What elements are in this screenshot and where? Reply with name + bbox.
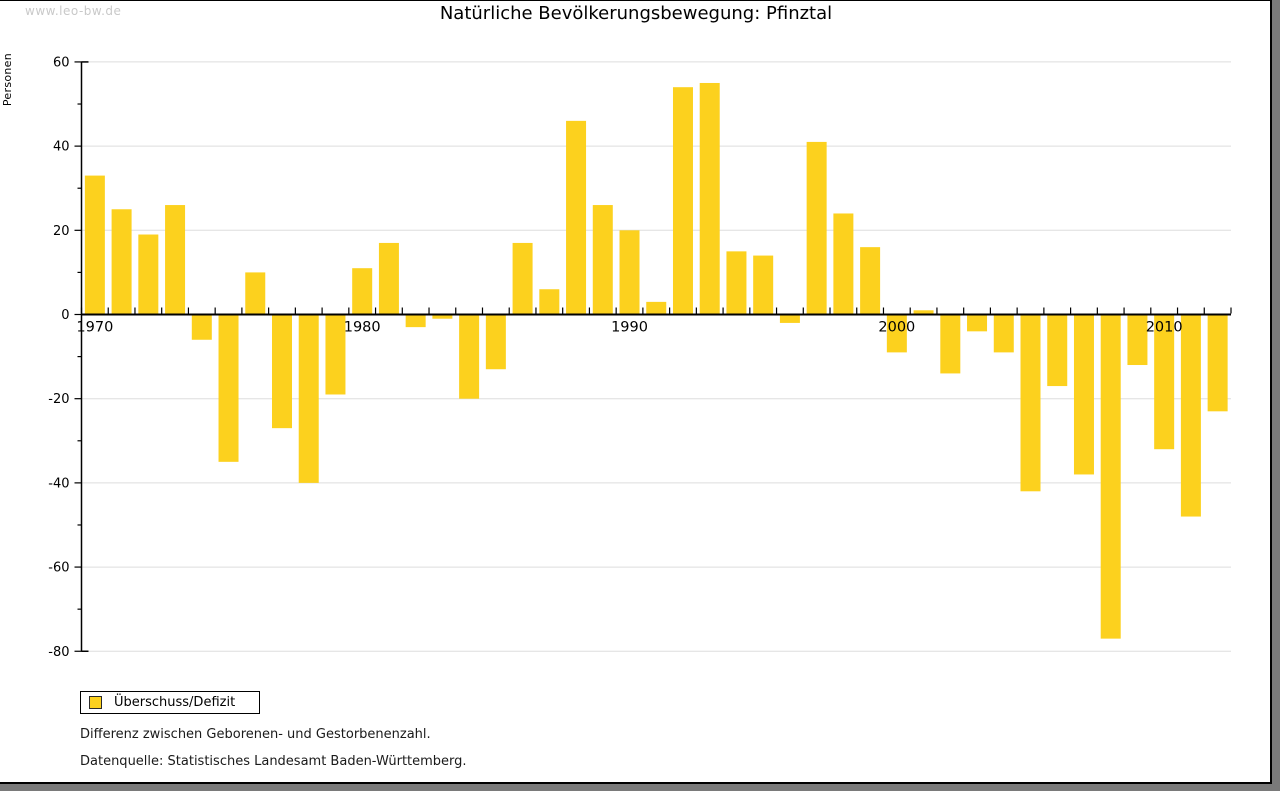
bar-1981 bbox=[378, 242, 399, 315]
bar-1975 bbox=[218, 314, 239, 462]
bar-1988 bbox=[566, 120, 587, 315]
bar-2009 bbox=[1127, 314, 1148, 366]
bar-1970 bbox=[84, 175, 105, 315]
y-tick-label-0: 0 bbox=[61, 308, 69, 323]
bar-1971 bbox=[111, 209, 132, 315]
bar-1997 bbox=[806, 141, 827, 315]
bar-2007 bbox=[1073, 314, 1094, 475]
legend-label: Überschuss/Defizit bbox=[114, 695, 236, 710]
bar-1973 bbox=[165, 205, 186, 315]
x-tick-label-1970: 1970 bbox=[76, 320, 113, 336]
bar-chart: 60 40 20 0 -20 -40 -60 -80 1970 1980 1990 2000 2010 bbox=[48, 55, 1232, 660]
bar-2008 bbox=[1100, 314, 1121, 639]
bar-2004 bbox=[993, 314, 1014, 353]
y-tick-label--20: -20 bbox=[48, 392, 69, 407]
y-tick-label-60: 60 bbox=[53, 55, 70, 70]
bar-1985 bbox=[485, 314, 506, 370]
bar-1993 bbox=[699, 82, 720, 315]
bar-2010 bbox=[1154, 314, 1175, 450]
bar-2000 bbox=[886, 314, 907, 353]
bar-1987 bbox=[539, 289, 560, 315]
bar-1979 bbox=[325, 314, 346, 395]
watermark-text: www.leo-bw.de bbox=[25, 4, 122, 18]
x-tick-label-1980: 1980 bbox=[344, 320, 381, 336]
footnote-datasource: Datenquelle: Statistisches Landesamt Bad… bbox=[80, 754, 467, 769]
bar-1989 bbox=[592, 205, 613, 315]
x-tick-label-2010: 2010 bbox=[1146, 320, 1183, 336]
bar-1990 bbox=[619, 230, 640, 315]
bar-1977 bbox=[271, 314, 292, 429]
y-tick-label--80: -80 bbox=[48, 645, 69, 660]
bar-1983 bbox=[432, 314, 453, 319]
bar-2011 bbox=[1180, 314, 1201, 517]
bar-1994 bbox=[726, 251, 747, 315]
bar-1972 bbox=[138, 234, 159, 315]
bar-1991 bbox=[646, 301, 667, 315]
bar-2005 bbox=[1020, 314, 1041, 492]
y-tick-label-20: 20 bbox=[53, 224, 70, 239]
legend: Überschuss/Defizit bbox=[80, 691, 260, 714]
bar-1992 bbox=[672, 87, 693, 315]
bar-2012 bbox=[1207, 314, 1228, 412]
bar-1980 bbox=[352, 268, 373, 315]
chart-title: Natürliche Bevölkerungsbewegung: Pfinzta… bbox=[439, 3, 833, 24]
bar-1984 bbox=[459, 314, 480, 399]
y-tick-label--60: -60 bbox=[48, 561, 69, 576]
y-tick-label-40: 40 bbox=[53, 140, 70, 155]
bar-2001 bbox=[913, 310, 934, 315]
bar-1974 bbox=[191, 314, 212, 340]
bar-1996 bbox=[779, 314, 800, 323]
bar-2006 bbox=[1047, 314, 1068, 387]
bar-1999 bbox=[860, 247, 881, 315]
footnote-definition: Differenz zwischen Geborenen- und Gestor… bbox=[80, 727, 431, 742]
legend-swatch bbox=[89, 696, 102, 709]
y-tick-label--40: -40 bbox=[48, 476, 69, 491]
x-tick-label-2000: 2000 bbox=[878, 320, 915, 336]
bar-2002 bbox=[940, 314, 961, 374]
x-tick-label-1990: 1990 bbox=[611, 320, 648, 336]
bar-1976 bbox=[245, 272, 266, 315]
bar-1986 bbox=[512, 242, 533, 315]
bar-1995 bbox=[753, 255, 774, 315]
bar-1978 bbox=[298, 314, 319, 483]
bar-1982 bbox=[405, 314, 426, 328]
bar-1998 bbox=[833, 213, 854, 315]
bar-2003 bbox=[967, 314, 988, 332]
